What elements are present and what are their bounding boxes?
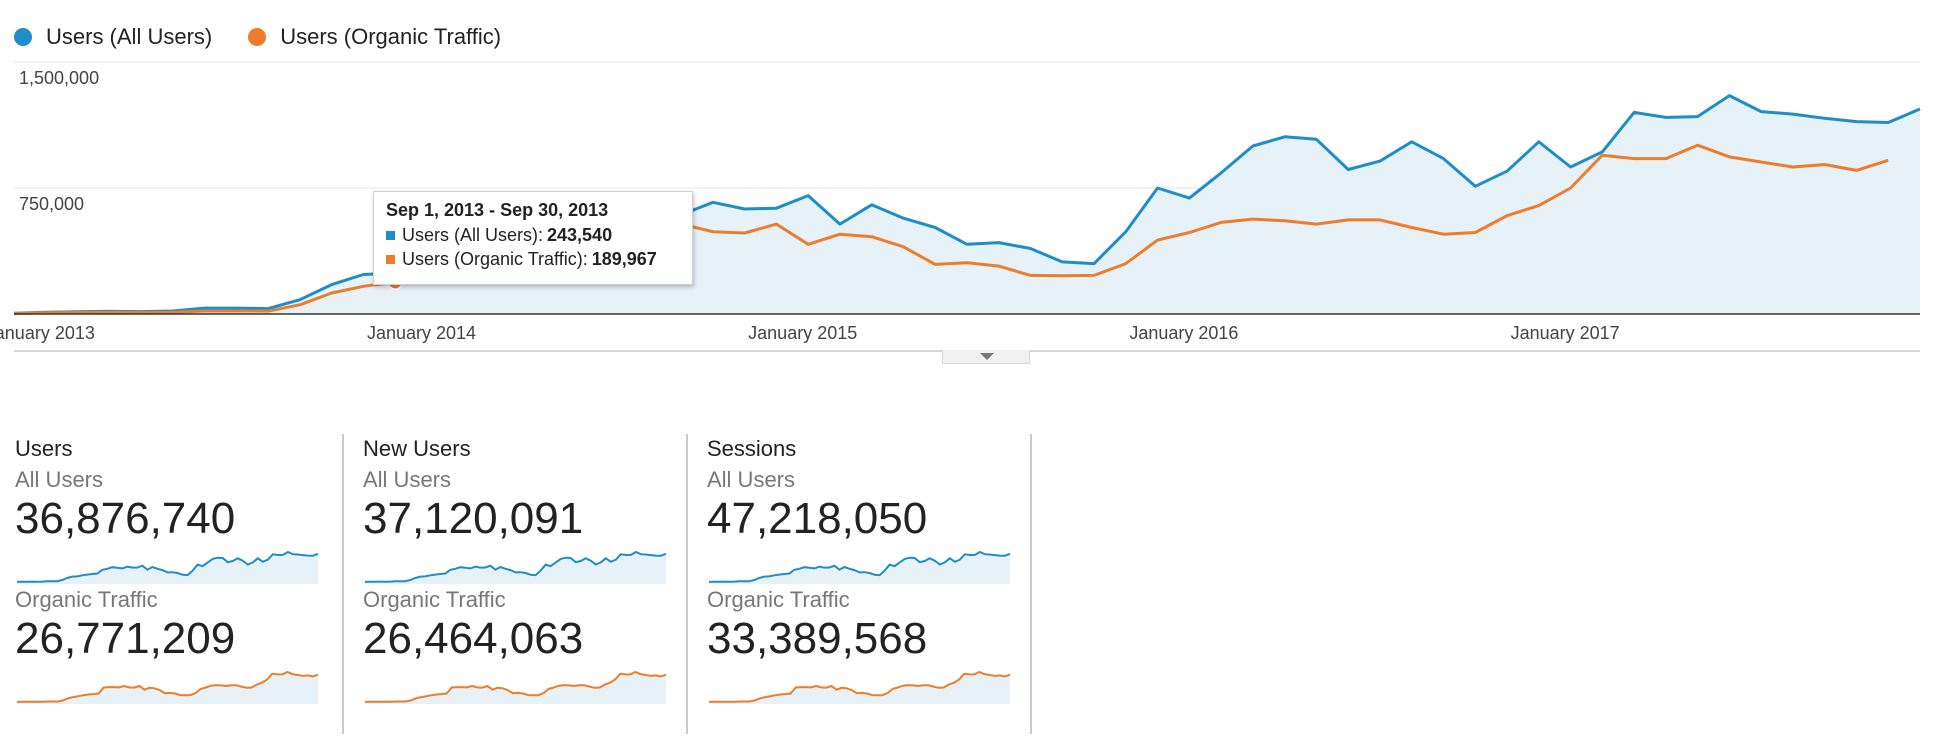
- tooltip-row-all-users: Users (All Users): 243,540: [386, 225, 680, 246]
- tooltip-date: Sep 1, 2013 - Sep 30, 2013: [386, 200, 609, 220]
- sparkline-all-users: [16, 550, 319, 584]
- metric-segment-label: All Users: [363, 467, 452, 492]
- legend-label-all-users: Users (All Users): [46, 24, 213, 49]
- x-tick-label: January 2017: [1511, 323, 1620, 343]
- sparkline-organic-traffic: [708, 670, 1011, 704]
- sparkline-line: [364, 550, 667, 583]
- legend-item-all-users[interactable]: Users (All Users): [14, 24, 212, 50]
- x-tick-label: January 2015: [748, 323, 857, 343]
- metric-value: 26,771,209: [15, 614, 236, 663]
- square-icon: [386, 255, 395, 264]
- x-axis-labels: January 2013 January 2014 January 2015 Janu…: [0, 323, 1620, 343]
- metric-card-users[interactable]: Users All Users 36,876,740 Organic Traff…: [0, 434, 344, 734]
- sparkline-area: [709, 552, 1010, 584]
- series-line-organic-traffic[interactable]: [13, 143, 1889, 315]
- metrics-scorecards: Users All Users 36,876,740 Organic Traff…: [0, 434, 1032, 734]
- sparkline-line: [16, 670, 319, 703]
- main-line-chart[interactable]: January 2013 January 2014 January 2015 Janu…: [0, 0, 1934, 370]
- metric-title: Sessions: [707, 436, 797, 461]
- y-axis-labels: 1,500,000 750,000: [19, 68, 99, 214]
- sparkline-line: [708, 550, 1011, 583]
- sparkline-area: [365, 672, 666, 704]
- legend-item-organic-traffic[interactable]: Users (Organic Traffic): [248, 24, 501, 50]
- sparkline-line: [16, 550, 319, 583]
- metric-segment-label: All Users: [707, 467, 796, 492]
- sparkline-organic-traffic: [16, 670, 319, 704]
- tooltip-row-organic-traffic: Users (Organic Traffic): 189,967: [386, 249, 680, 270]
- sparkline-line: [708, 670, 1011, 703]
- metric-value: 37,120,091: [363, 494, 584, 543]
- metric-value: 36,876,740: [15, 494, 236, 543]
- square-icon: [386, 231, 395, 240]
- metric-card-sessions[interactable]: Sessions All Users 47,218,050 Organic Tr…: [688, 434, 1032, 734]
- metric-value: 47,218,050: [707, 494, 928, 543]
- x-tick-label: January 2013: [0, 323, 95, 343]
- tooltip-value: 243,540: [547, 225, 613, 245]
- chart-legend: Users (All Users) Users (Organic Traffic…: [14, 24, 501, 50]
- sparkline-area: [17, 672, 318, 704]
- metric-card-new-users[interactable]: New Users All Users 37,120,091 Organic T…: [344, 434, 688, 734]
- y-tick-label: 750,000: [19, 194, 84, 214]
- legend-dot-icon: [248, 28, 267, 46]
- legend-dot-icon: [14, 28, 32, 46]
- tooltip-label: Users (All Users):: [402, 225, 544, 245]
- metric-segment-label: Organic Traffic: [15, 587, 158, 612]
- chart-tooltip: Sep 1, 2013 - Sep 30, 2013 Users (All Us…: [373, 191, 693, 285]
- sparkline-all-users: [708, 550, 1011, 584]
- y-tick-label: 1,500,000: [19, 68, 99, 88]
- sparkline-area: [709, 672, 1010, 704]
- tooltip-label: Users (Organic Traffic):: [402, 249, 588, 269]
- sparkline-line: [364, 670, 667, 703]
- series-line-all-users[interactable]: [13, 94, 1921, 315]
- metric-value: 26,464,063: [363, 614, 584, 663]
- sparkline-organic-traffic: [364, 670, 667, 704]
- metric-title: New Users: [363, 436, 471, 461]
- chart-expand-handle[interactable]: [942, 350, 1030, 364]
- metric-value: 33,389,568: [707, 614, 928, 663]
- sparkline-area: [17, 552, 318, 584]
- x-tick-label: January 2016: [1129, 323, 1238, 343]
- area-fill-all-users: [14, 95, 1920, 314]
- metric-title: Users: [15, 436, 73, 461]
- sparkline-area: [365, 552, 666, 584]
- metric-segment-label: All Users: [15, 467, 104, 492]
- metric-segment-label: Organic Traffic: [707, 587, 850, 612]
- legend-label-organic-traffic: Users (Organic Traffic): [280, 24, 502, 49]
- tooltip-value: 189,967: [591, 249, 657, 269]
- metric-segment-label: Organic Traffic: [363, 587, 506, 612]
- sparkline-all-users: [364, 550, 667, 584]
- x-tick-label: January 2014: [367, 323, 476, 343]
